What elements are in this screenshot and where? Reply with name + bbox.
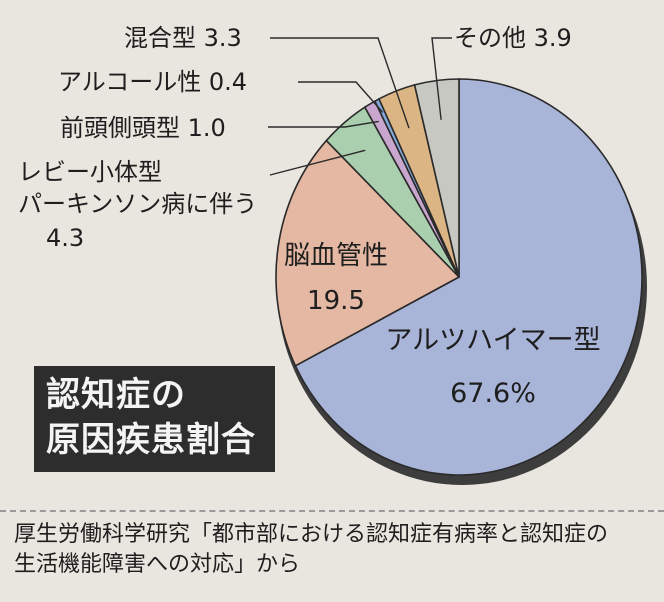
source-note: 厚生労働科学研究「都市部における認知症有病率と認知症の 生活機能障害への対応」か… <box>14 520 658 580</box>
chart-title-line-2: 原因疾患割合 <box>46 420 256 460</box>
chart-title-line-1: 認知症の <box>46 375 186 415</box>
divider <box>0 510 664 512</box>
slice-7-leader <box>431 37 452 120</box>
slice-1-value: 67.6% <box>450 378 536 409</box>
slice-5-leader <box>298 81 384 113</box>
chart-title: 認知症の 原因疾患割合 <box>34 366 275 472</box>
slice-6-label: 混合型 3.3 <box>124 24 242 52</box>
slice-3-value: 4.3 <box>46 224 84 252</box>
source-line-1: 厚生労働科学研究「都市部における認知症有病率と認知症の <box>14 522 609 547</box>
slice-2-value: 19.5 <box>307 286 365 316</box>
slice-2-label: 脳血管性 <box>284 241 388 271</box>
leader-lines <box>268 37 452 176</box>
slice-2-wedge <box>275 139 461 367</box>
slice-7-label: その他 3.9 <box>454 24 572 52</box>
slice-5-label: アルコール性 0.4 <box>58 68 247 96</box>
slice-3-label-line-2: パーキンソン病に伴う <box>18 190 257 218</box>
slice-3-label-line-1: レビー小体型 <box>18 158 162 186</box>
slice-1-label: アルツハイマー型 <box>385 325 600 356</box>
slice-1-wedge <box>294 78 643 476</box>
slice-4-label: 前頭側頭型 1.0 <box>60 114 226 142</box>
pie-slices <box>275 78 647 485</box>
slice-3-leader <box>269 149 366 176</box>
source-line-2: 生活機能障害への対応」から <box>14 552 301 577</box>
slice-6-leader <box>270 37 410 129</box>
slice-4-leader <box>268 120 379 128</box>
